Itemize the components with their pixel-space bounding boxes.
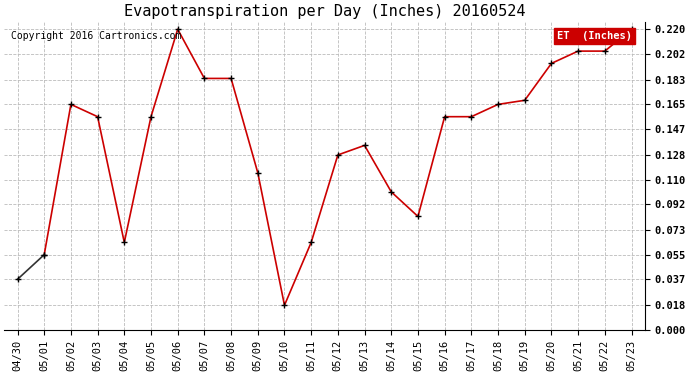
Text: ET  (Inches): ET (Inches) [557,31,632,41]
Text: Copyright 2016 Cartronics.com: Copyright 2016 Cartronics.com [10,31,181,41]
Title: Evapotranspiration per Day (Inches) 20160524: Evapotranspiration per Day (Inches) 2016… [124,4,525,19]
